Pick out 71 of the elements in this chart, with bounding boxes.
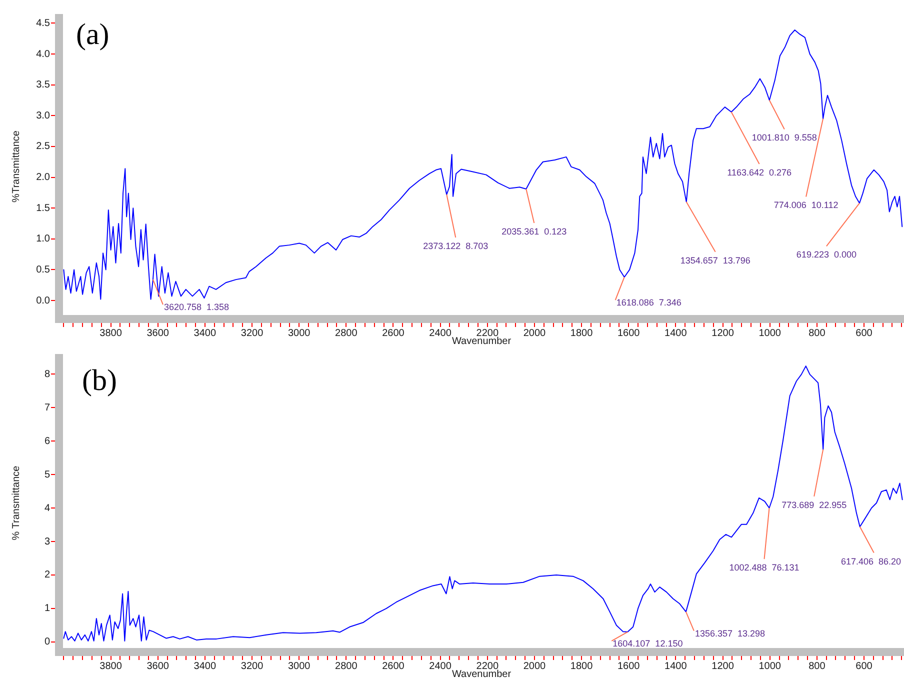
annotation: 2373.122 8.703	[423, 241, 488, 252]
x-tick-label: 2400	[429, 328, 452, 339]
x-tick-label: 2600	[382, 328, 405, 339]
y-tick-label: 6	[44, 436, 50, 447]
y-tick-label: 0.5	[36, 264, 50, 276]
chart-title: (b)	[82, 364, 117, 397]
x-axis-title: Wavenumber	[452, 336, 512, 347]
y-axis-title: %Transmittance	[10, 130, 22, 202]
y-tick-label: 4	[44, 502, 50, 514]
y-tick-label: 0	[44, 636, 50, 648]
y-tick-label: 2.5	[36, 141, 50, 152]
y-tick-label: 8	[44, 368, 50, 380]
x-tick-label: 1600	[617, 328, 640, 339]
y-tick-label: 3.5	[36, 80, 50, 91]
y-tick-label: 4.0	[36, 48, 50, 60]
x-tick-label: 600	[856, 660, 873, 672]
annotation: 1002.488 76.131	[729, 562, 800, 573]
annotation: 617.406 86.20	[840, 556, 902, 566]
y-tick-label: 2.0	[36, 172, 50, 184]
annotation: 774.006 10.112	[774, 200, 838, 210]
x-tick-label: 1600	[617, 660, 640, 672]
x-tick-label: 800	[808, 660, 826, 672]
x-tick-label: 3800	[100, 660, 122, 672]
annotation: 3620.758 1.358	[164, 302, 230, 312]
x-tick-label: 800	[808, 328, 826, 339]
x-axis-title: Wavenumber	[452, 668, 512, 680]
x-tick-label: 1400	[664, 328, 688, 339]
y-tick-label: 5	[44, 469, 50, 480]
x-tick-label: 600	[856, 328, 873, 339]
x-tick-label: 1200	[712, 328, 734, 339]
x-tick-label: 1400	[664, 660, 688, 672]
x-tick-label: 3200	[240, 328, 264, 339]
x-tick-label: 3000	[288, 328, 311, 339]
chart-title: (a)	[76, 18, 110, 51]
y-tick-label: 1.0	[36, 234, 50, 245]
x-tick-label: 2800	[335, 660, 358, 672]
x-tick-label: 3400	[194, 660, 216, 672]
x-tick-label: 2000	[523, 660, 546, 672]
annotation: 1163.642 0.276	[727, 167, 792, 178]
y-tick-label: 0.0	[36, 295, 50, 306]
annotation: 1001.810 9.558	[752, 132, 817, 143]
y-tick-label: 3	[44, 536, 50, 548]
x-tick-label: 2000	[523, 328, 546, 339]
annotation: 1354.657 13.796	[680, 255, 750, 266]
y-tick-label: 2	[44, 570, 50, 581]
x-tick-label: 2600	[382, 660, 405, 672]
x-tick-label: 1200	[712, 660, 734, 672]
annotation: 1618.086 7.346	[616, 298, 682, 308]
x-tick-label: 3800	[100, 328, 122, 339]
x-tick-label: 3600	[146, 328, 170, 339]
x-tick-label: 1000	[758, 328, 782, 339]
annotation: 2035.361 0.123	[502, 226, 567, 236]
y-tick-label: 3.0	[36, 110, 50, 122]
y-tick-label: 4.5	[36, 18, 50, 29]
annotation: 619.223 0.000	[796, 250, 856, 260]
x-tick-label: 3400	[194, 328, 216, 339]
x-tick-label: 1800	[570, 660, 594, 672]
y-tick-label: 1.5	[36, 202, 50, 214]
x-tick-label: 1800	[570, 328, 594, 339]
y-tick-label: 7	[44, 402, 50, 414]
x-tick-label: 2800	[335, 328, 358, 339]
x-tick-label: 3200	[240, 660, 264, 672]
annotation: 773.689 22.955	[782, 500, 847, 510]
x-tick-label: 3600	[146, 660, 170, 672]
y-tick-label: 1	[44, 603, 50, 614]
y-axis-title: % Transmittance	[10, 465, 22, 540]
annotation: 1604.107 12.150	[612, 638, 683, 648]
x-tick-label: 3000	[288, 660, 311, 672]
annotation: 1356.357 13.298	[694, 628, 766, 638]
x-tick-label: 2400	[429, 660, 452, 672]
x-tick-label: 1000	[758, 660, 782, 672]
